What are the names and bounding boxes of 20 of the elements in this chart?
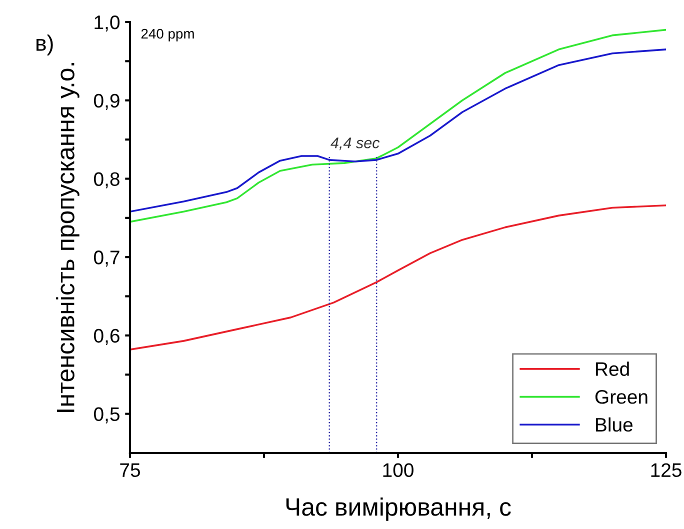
annotation: 240 ppm	[141, 28, 194, 42]
y-tick-label: 0,8	[94, 172, 120, 188]
y-tick-label: 0,5	[94, 407, 120, 424]
y-tick-label: 0,7	[94, 250, 120, 267]
x-tick-label: 100	[383, 463, 414, 478]
text: в)	[36, 34, 53, 56]
legend-label: Green	[595, 390, 648, 404]
x-tick-label: 75	[120, 463, 140, 478]
annotation: 4,4 sec	[330, 138, 380, 150]
legend-label: Blue	[596, 417, 633, 432]
x-axis-title: Час вимірювання, с	[286, 498, 511, 521]
x-tick-label: 125	[651, 463, 682, 478]
line-series	[130, 28, 666, 223]
line-series	[130, 48, 666, 213]
y-tick-label: 0,6	[94, 328, 120, 345]
line-series	[130, 204, 666, 350]
y-tick-label: 0,9	[94, 94, 120, 110]
y-axis-title: Інтенсивність пропускання у.о.	[56, 62, 80, 412]
y-tick-label: 1,0	[94, 15, 120, 32]
legend-label: Red	[596, 362, 629, 376]
